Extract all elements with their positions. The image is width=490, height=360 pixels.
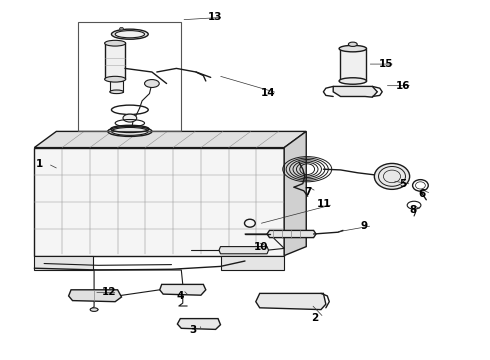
Ellipse shape <box>115 31 145 38</box>
Polygon shape <box>284 131 306 256</box>
Text: 2: 2 <box>312 312 318 323</box>
Ellipse shape <box>105 40 125 46</box>
Bar <box>105 43 125 79</box>
Text: 1: 1 <box>36 159 43 169</box>
Ellipse shape <box>145 80 159 87</box>
Ellipse shape <box>123 114 137 122</box>
Text: 10: 10 <box>253 242 268 252</box>
Polygon shape <box>333 86 377 97</box>
Text: 6: 6 <box>419 189 426 199</box>
Ellipse shape <box>112 29 148 39</box>
Bar <box>78 22 181 131</box>
Text: 12: 12 <box>101 287 116 297</box>
Text: 14: 14 <box>261 88 276 98</box>
Polygon shape <box>34 256 93 270</box>
Text: 9: 9 <box>360 221 367 231</box>
Ellipse shape <box>120 27 123 30</box>
Text: 8: 8 <box>410 204 416 215</box>
Polygon shape <box>177 319 220 329</box>
Text: 13: 13 <box>207 12 222 22</box>
Polygon shape <box>256 293 326 310</box>
Polygon shape <box>219 247 269 254</box>
Polygon shape <box>69 290 122 302</box>
Polygon shape <box>34 148 284 256</box>
Text: 5: 5 <box>399 179 406 189</box>
Ellipse shape <box>348 42 357 46</box>
Polygon shape <box>267 230 316 238</box>
Ellipse shape <box>339 78 367 84</box>
Ellipse shape <box>90 308 98 311</box>
Text: 11: 11 <box>317 199 332 210</box>
Bar <box>340 49 366 81</box>
Ellipse shape <box>374 163 410 189</box>
Ellipse shape <box>108 126 152 136</box>
Polygon shape <box>34 131 306 148</box>
Text: 15: 15 <box>379 59 393 69</box>
Text: 7: 7 <box>304 186 312 197</box>
Text: 3: 3 <box>189 325 196 336</box>
Ellipse shape <box>105 76 125 82</box>
Text: 16: 16 <box>396 81 411 91</box>
Text: 4: 4 <box>176 291 184 301</box>
Polygon shape <box>220 256 284 270</box>
Ellipse shape <box>339 45 367 52</box>
Ellipse shape <box>112 127 148 135</box>
Polygon shape <box>160 284 206 295</box>
Ellipse shape <box>110 90 123 94</box>
Bar <box>110 81 122 92</box>
